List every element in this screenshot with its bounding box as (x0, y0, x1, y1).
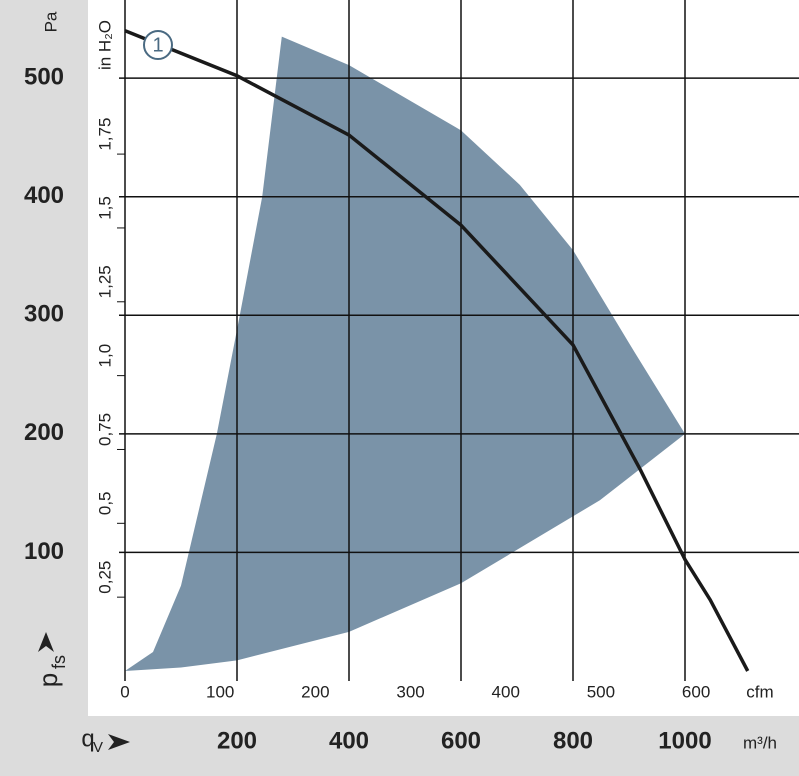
x2-tick-label: 600 (682, 682, 710, 701)
y-tick-label: 200 (24, 419, 64, 446)
curve (124, 29, 750, 672)
plot-area: 1 (117, 0, 799, 681)
y2-tick-label: 1,5 (95, 196, 114, 220)
x-tick-label: 200 (217, 727, 257, 754)
x2-tick-label: 300 (396, 682, 424, 701)
y-label-sub: fs (49, 655, 69, 669)
x-tick-label: 1000 (658, 727, 711, 754)
y-label: p (33, 673, 63, 687)
y-unit: Pa (41, 11, 60, 32)
x2-tick-label: 200 (301, 682, 329, 701)
x2-tick-label: 400 (492, 682, 520, 701)
x2-tick-label: 0 (120, 682, 129, 701)
y2-label: in H₂O (95, 20, 114, 70)
x-arrow (108, 734, 130, 750)
x2-tick-label: 500 (587, 682, 615, 701)
operating-range (125, 36, 685, 671)
y2-tick-label: 0,25 (95, 561, 114, 594)
y2-tick-label: 0,5 (95, 491, 114, 515)
x-label-sub: V (93, 739, 103, 756)
x-unit: m³/h (743, 733, 777, 752)
x-tick-label: 400 (329, 727, 369, 754)
y2-tick-label: 1,0 (95, 344, 114, 368)
y2-tick-label: 1,25 (95, 265, 114, 298)
x-label: q (81, 725, 94, 752)
y-arrow (38, 632, 54, 652)
x2-tick-label: 100 (206, 682, 234, 701)
bottom-band (0, 716, 799, 776)
y-tick-label: 500 (24, 63, 64, 90)
y-tick-label: 300 (24, 301, 64, 328)
x-tick-label: 600 (441, 727, 481, 754)
legend-label: 1 (152, 34, 163, 56)
y-tick-label: 400 (24, 182, 64, 209)
left-band (0, 0, 88, 776)
x-tick-label: 800 (553, 727, 593, 754)
y2-tick-label: 1,75 (95, 118, 114, 151)
x2-label: cfm (746, 682, 773, 701)
y-tick-label: 100 (24, 538, 64, 565)
curve-marker (143, 30, 173, 60)
y2-tick-label: 0,75 (95, 413, 114, 446)
